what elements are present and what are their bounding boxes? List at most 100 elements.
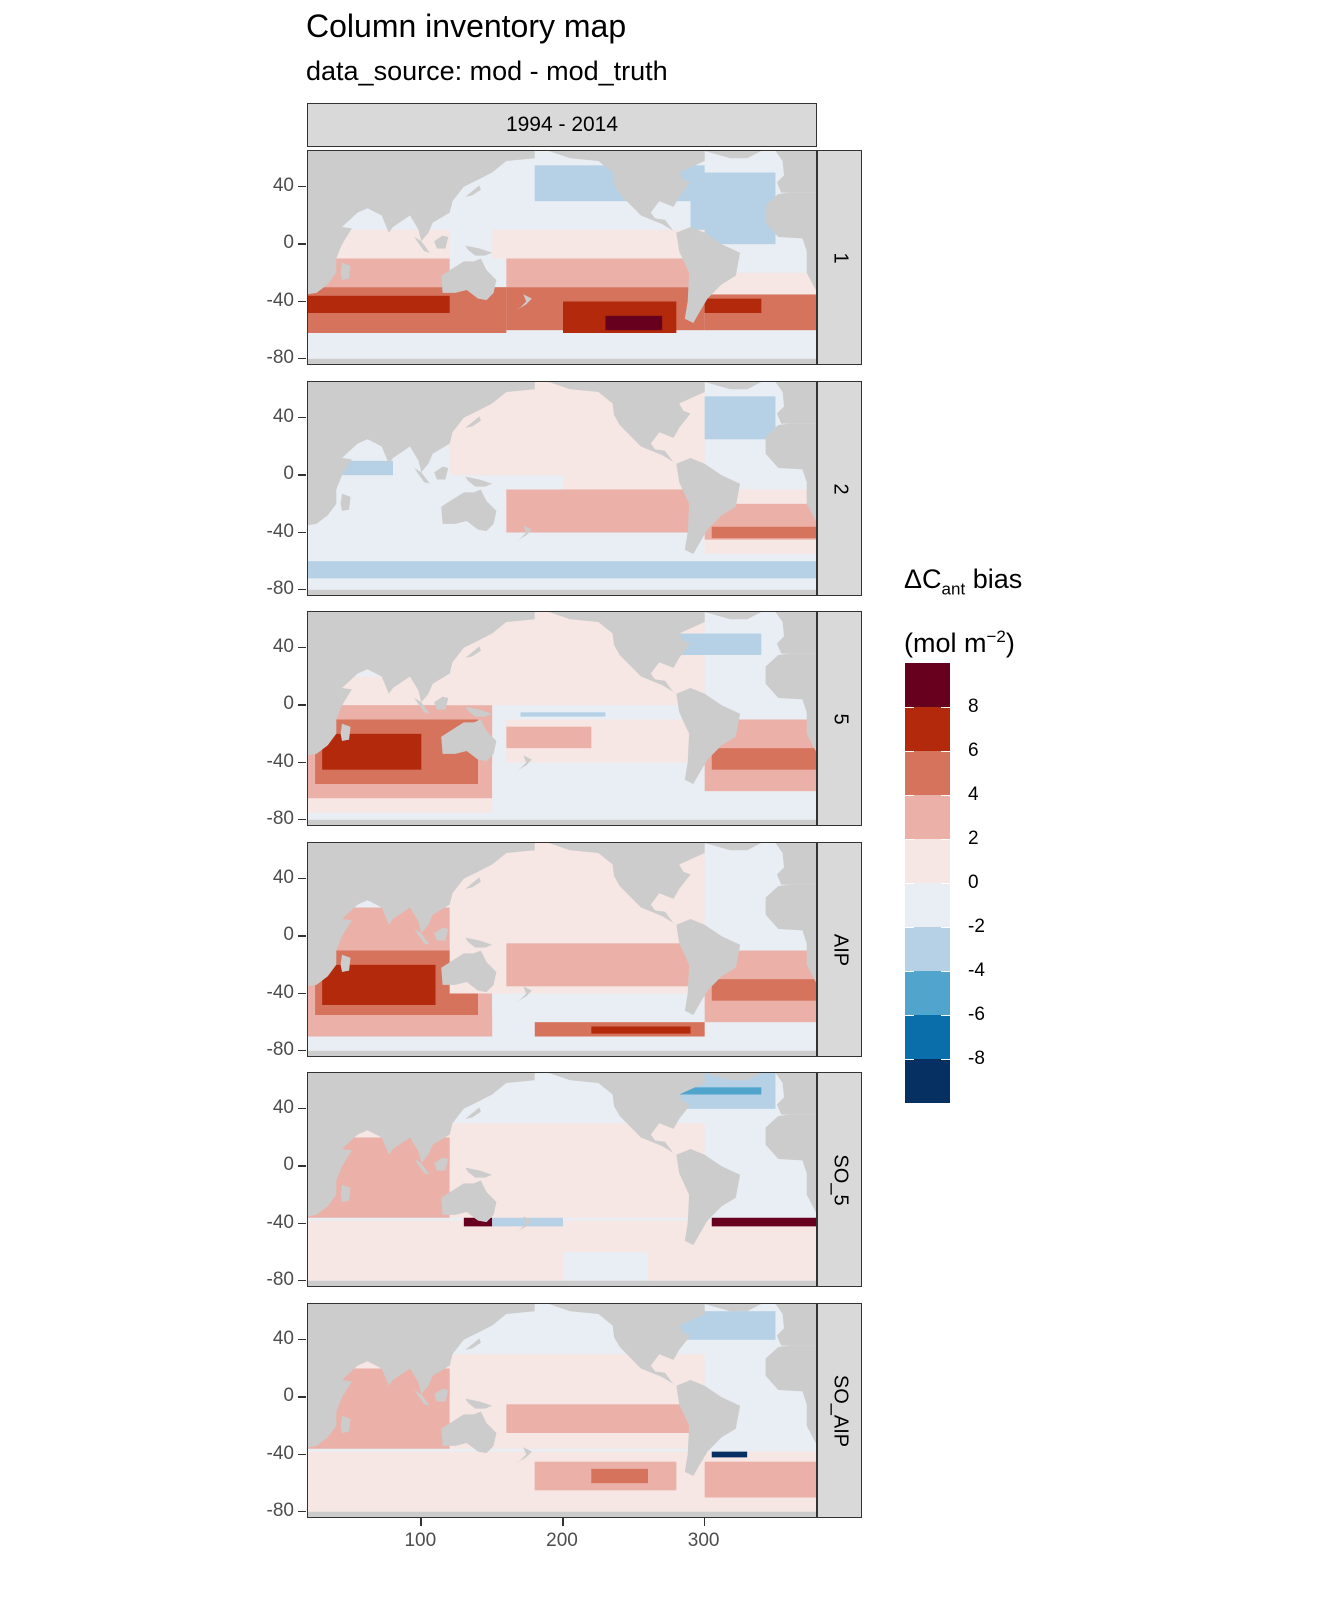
facet-row-label: SO_AIP [829,1374,851,1447]
legend-tick-mark [941,707,950,708]
map-svg [308,382,816,595]
legend-swatch [905,795,950,839]
facet-row-label: SO_5 [829,1153,851,1206]
legend-tick-mark [941,795,950,796]
x-tick-label: 100 [404,1530,437,1551]
y-tick-label: 0 [283,463,294,485]
bias-region [520,712,606,717]
new-guinea-landmass [465,476,493,487]
legend-tick-label: 2 [968,828,979,849]
bias-region [711,1451,748,1458]
borneo-landmass [434,466,449,480]
africa-western-landmass [765,192,816,291]
bias-region [563,1252,648,1281]
legend-swatch [905,971,950,1015]
facet-row-strip: SO_5 [817,1072,862,1287]
bias-region [605,315,663,331]
x-tick-mark [703,1518,706,1526]
y-tick-mark [298,1222,306,1224]
bias-region [704,272,816,295]
sumatra-landmass [414,1159,430,1175]
y-tick-label: -40 [266,1211,294,1233]
y-tick-label: -80 [266,577,294,599]
bias-region [463,1217,493,1227]
new-zealand-landmass [516,755,532,772]
africa-landmass [308,890,352,987]
europe-western-landmass [775,843,816,885]
new-zealand-landmass [516,525,532,542]
y-tick-mark [298,185,306,188]
map-panel-3 [307,611,817,826]
legend-swatch [905,751,950,795]
japan-landmass [465,416,481,428]
y-tick-label: 0 [283,1154,294,1176]
y-tick-mark [298,474,306,476]
y-tick-label: 0 [283,232,294,254]
new-guinea-landmass [465,1398,493,1409]
africa-landmass [308,659,352,756]
bias-region [506,489,705,533]
facet-row-strip: AIP [817,842,862,1057]
new-guinea-landmass [465,1167,493,1178]
facet-row-strip: 1 [817,150,862,365]
bias-region [711,526,816,539]
y-tick-mark [298,1510,306,1513]
australia-landmass [441,1411,497,1454]
madagascar-landmass [340,954,351,972]
north-america-landmass [548,382,705,464]
eurasia-landmass [308,843,535,934]
europe-western-landmass [775,612,816,654]
legend-tick-mark [905,795,914,796]
y-tick-mark [298,416,306,419]
greenland-landmass [704,612,762,620]
north-america-landmass [548,1304,705,1386]
new-zealand-landmass [516,294,532,311]
new-guinea-landmass [465,245,493,256]
bias-region [676,1087,762,1095]
y-tick-label: -40 [266,289,294,311]
legend-tick-mark [905,707,914,708]
y-tick-mark [298,935,306,937]
eurasia-landmass [308,1073,535,1164]
africa-western-landmass [765,423,816,522]
europe-western-landmass [775,1073,816,1115]
page-subtitle: data_source: mod - mod_truth [306,56,668,86]
y-tick-mark [298,1338,306,1341]
greenland-landmass [704,151,762,159]
y-tick-label: 40 [272,635,294,657]
greenland-landmass [704,1073,762,1081]
borneo-landmass [434,1388,449,1402]
y-tick-label: 40 [272,1096,294,1118]
x-tick-label: 200 [546,1530,578,1551]
africa-landmass [308,1120,352,1217]
eurasia-landmass [308,1304,535,1395]
page-title: Column inventory map [306,8,627,44]
y-tick-mark [298,646,306,649]
borneo-landmass [434,1157,449,1171]
map-panel-1 [307,150,817,365]
y-tick-label: -80 [266,807,294,829]
bias-region [322,733,422,770]
south-america-landmass [676,1149,741,1245]
madagascar-landmass [340,723,351,741]
y-tick-mark [298,877,306,880]
legend-title: ΔCant bias (mol m−2) [904,562,1022,660]
bias-region [336,460,393,476]
greenland-landmass [704,382,762,390]
madagascar-landmass [340,262,351,280]
africa-landmass [308,1351,352,1448]
legend-tick-label: 4 [968,784,979,805]
new-zealand-landmass [516,986,532,1003]
sumatra-landmass [414,929,430,945]
map-svg [308,843,816,1056]
y-tick-mark [298,818,306,821]
bias-region [492,993,535,1040]
y-tick-mark [298,357,306,360]
antarctica-landmass [308,1050,816,1056]
facet-row-strip: 5 [817,611,862,826]
legend-tick-mark [941,971,950,972]
madagascar-landmass [340,1415,351,1433]
legend-tick-label: -6 [968,1004,985,1025]
x-tick-mark [562,1518,564,1526]
legend-tick-mark [905,971,914,972]
